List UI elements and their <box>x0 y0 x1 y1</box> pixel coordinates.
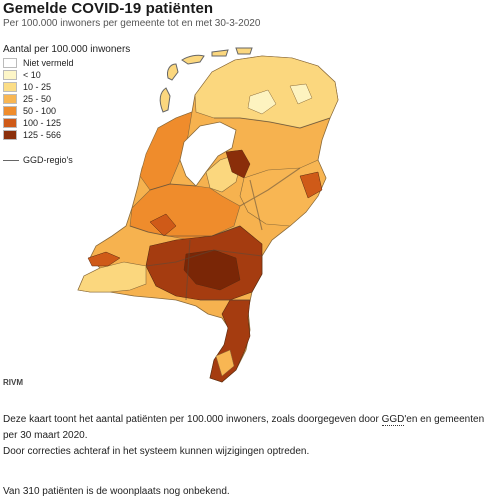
legend-item-10-25: 10 - 25 <box>3 81 133 93</box>
legend-label: 125 - 566 <box>23 130 62 140</box>
wadden-island-schiermonnikoog <box>235 47 253 55</box>
description-text: Deze kaart toont het aantal patiënten pe… <box>3 414 382 425</box>
twente-dark-patch <box>299 171 323 199</box>
legend-item-lt-10: < 10 <box>3 69 133 81</box>
map-title: Gemelde COVID-19 patiënten <box>3 0 214 17</box>
legend-swatch <box>3 58 17 68</box>
utrecht-dark-patch <box>149 213 177 237</box>
wadden-island-terschelling <box>181 54 205 65</box>
noord-holland-region <box>139 111 193 191</box>
ijsselmeer-water <box>179 121 237 187</box>
description-text: 'en en gemeenten per 30 maart 2020. <box>3 414 485 441</box>
map-legend: Aantal per 100.000 inwoners Niet vermeld… <box>3 44 133 165</box>
wadden-island-vlieland <box>167 63 179 81</box>
legend-label: GGD-regio's <box>23 155 73 165</box>
wadden-island-ameland <box>211 49 229 57</box>
legend-label: 25 - 50 <box>23 94 52 104</box>
legend-label: 10 - 25 <box>23 82 52 92</box>
legend-item-niet-vermeld: Niet vermeld <box>3 57 133 69</box>
legend-swatch <box>3 106 17 116</box>
ggd-boundaries <box>129 117 331 301</box>
description-line-1: Deze kaart toont het aantal patiënten pe… <box>3 412 497 444</box>
zeeland-island <box>87 251 121 267</box>
source-credit: RIVM <box>3 378 23 387</box>
legend-swatch <box>3 118 17 128</box>
northeast-dark-patch <box>225 149 251 179</box>
unknown-residence-note: Van 310 patiënten is de woonplaats nog o… <box>3 486 230 497</box>
legend-label: Niet vermeld <box>23 58 74 68</box>
legend-item-100-125: 100 - 125 <box>3 117 133 129</box>
north-pale-patch-2 <box>289 83 313 105</box>
wadden-island-texel <box>159 87 171 113</box>
netherlands-choropleth-map <box>77 47 339 383</box>
legend-swatch <box>3 82 17 92</box>
zeeland-region <box>77 261 147 293</box>
legend-title: Aantal per 100.000 inwoners <box>3 44 131 55</box>
legend-swatch <box>3 94 17 104</box>
map-description: Deze kaart toont het aantal patiënten pe… <box>3 412 497 460</box>
north-pale-patch <box>247 89 277 115</box>
ggd-line-icon <box>3 159 19 161</box>
legend-item-50-100: 50 - 100 <box>3 105 133 117</box>
legend-item-125-566: 125 - 566 <box>3 129 133 141</box>
description-line-2: Door correcties achteraf in het systeem … <box>3 446 310 457</box>
legend-label: 100 - 125 <box>23 118 62 128</box>
legend-item-ggd-regions: GGD-regio's <box>3 155 133 165</box>
legend-label: < 10 <box>23 70 41 80</box>
ggd-abbreviation[interactable]: GGD <box>381 414 405 426</box>
map-subtitle: Per 100.000 inwoners per gemeente tot en… <box>3 18 261 29</box>
south-limburg-light <box>215 349 235 377</box>
brabant-darkest-patch <box>183 249 241 291</box>
legend-swatch <box>3 70 17 80</box>
legend-label: 50 - 100 <box>23 106 57 116</box>
legend-item-25-50: 25 - 50 <box>3 93 133 105</box>
legend-swatch <box>3 130 17 140</box>
